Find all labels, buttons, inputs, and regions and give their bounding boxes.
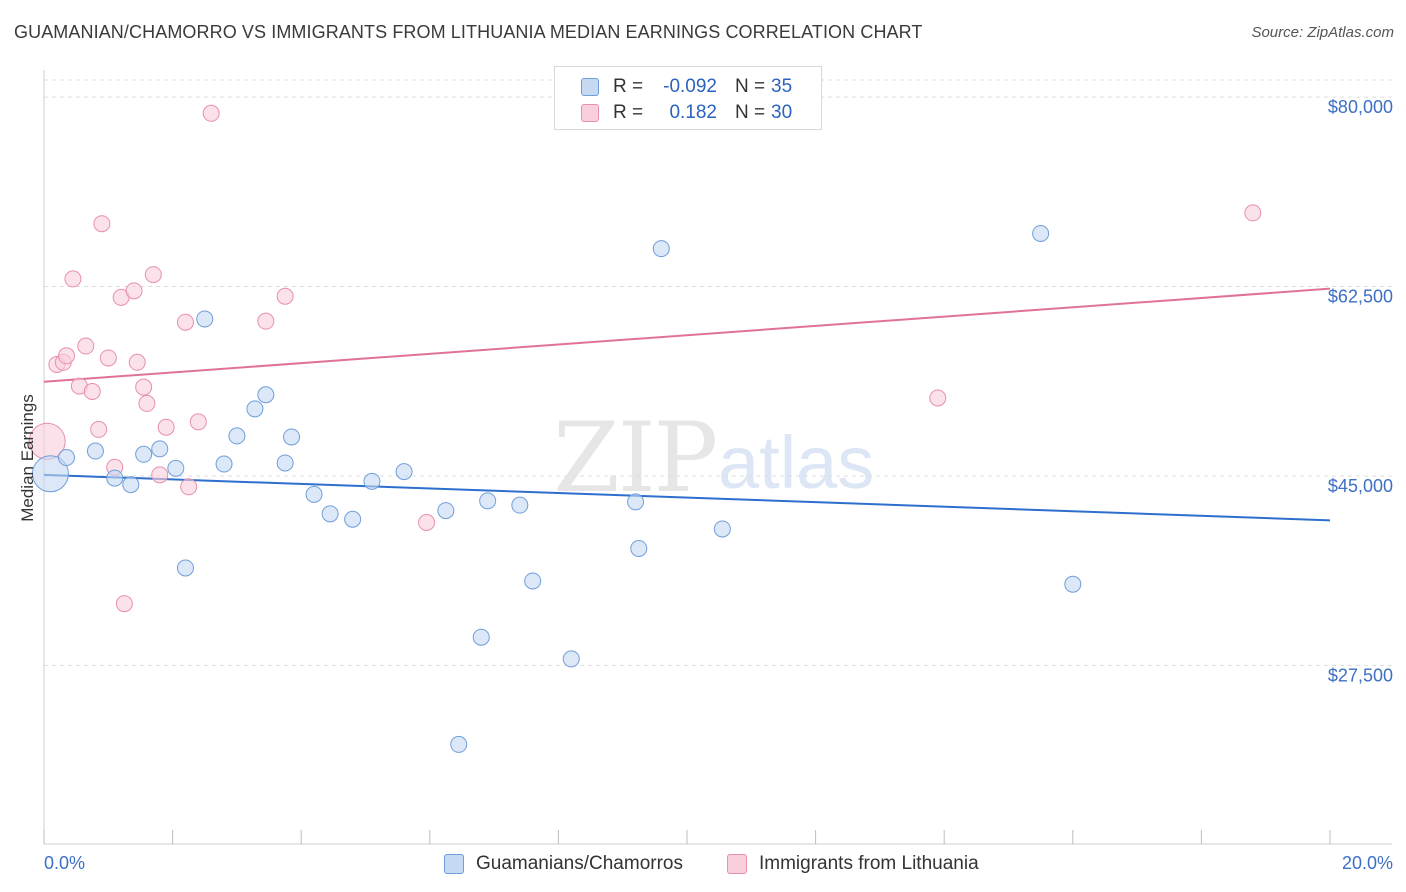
point-pink[interactable] [418, 513, 436, 531]
point-pink[interactable] [93, 215, 111, 233]
point-blue[interactable] [151, 440, 169, 458]
point-pink[interactable] [180, 478, 198, 496]
chart-title: GUAMANIAN/CHAMORRO VS IMMIGRANTS FROM LI… [14, 22, 923, 42]
point-blue[interactable] [283, 428, 301, 446]
point-blue[interactable] [228, 427, 246, 445]
point-blue[interactable] [58, 449, 76, 467]
gridlines [44, 79, 1392, 666]
trend-line-blue [43, 473, 1331, 522]
point-blue[interactable] [472, 628, 490, 646]
legend-swatch-pink [581, 104, 599, 122]
point-blue[interactable] [1032, 224, 1050, 242]
point-pink[interactable] [99, 349, 117, 367]
legend-label-blue: Guamanians/Chamorros [476, 853, 683, 874]
point-pink[interactable] [125, 282, 143, 300]
point-pink[interactable] [58, 347, 76, 365]
legend-n-value: 30 [771, 102, 793, 123]
point-pink[interactable] [115, 595, 133, 613]
point-blue[interactable] [86, 442, 104, 460]
point-blue[interactable] [450, 735, 468, 753]
legend-row-pink: R = 0.182 N = 30 [555, 101, 821, 127]
point-blue[interactable] [652, 240, 670, 258]
point-blue[interactable] [305, 485, 323, 503]
point-blue[interactable] [106, 469, 124, 487]
point-blue[interactable] [713, 520, 731, 538]
x-tick-label-min: 0.0% [44, 853, 85, 873]
legend-swatch-blue [581, 78, 599, 96]
trend-lines [43, 287, 1331, 522]
point-blue[interactable] [276, 454, 294, 472]
point-pink[interactable] [77, 337, 95, 355]
point-blue[interactable] [167, 459, 185, 477]
point-blue[interactable] [31, 455, 69, 493]
point-pink[interactable] [90, 420, 108, 438]
point-pink[interactable] [64, 270, 82, 288]
watermark-atlas: atlas [718, 421, 875, 504]
legend-r-label: R = [613, 102, 644, 123]
point-pink[interactable] [138, 394, 156, 412]
y-tick-label: $80,000 [1328, 97, 1393, 117]
point-pink[interactable] [189, 413, 207, 431]
point-blue[interactable] [479, 492, 497, 510]
point-pink[interactable] [1244, 204, 1262, 222]
point-pink[interactable] [151, 466, 169, 484]
legend-swatch-blue [444, 854, 464, 874]
legend-label-pink: Immigrants from Lithuania [759, 853, 979, 874]
point-pink[interactable] [176, 313, 194, 331]
point-blue[interactable] [437, 502, 455, 520]
legend-n-label: N = [735, 76, 766, 97]
trend-line-pink [43, 287, 1331, 383]
point-blue[interactable] [630, 539, 648, 557]
y-axis-title: Median Earnings [18, 394, 37, 522]
point-blue[interactable] [196, 310, 214, 328]
point-blue[interactable] [215, 455, 233, 473]
point-blue[interactable] [344, 510, 362, 528]
x-tick-label-max: 20.0% [1342, 853, 1393, 873]
point-blue[interactable] [562, 650, 580, 668]
point-blue[interactable] [363, 472, 381, 490]
point-pink[interactable] [157, 418, 175, 436]
legend-r-value: 0.182 [669, 102, 717, 123]
point-pink[interactable] [83, 383, 101, 401]
point-pink[interactable] [128, 353, 146, 371]
legend-n-label: N = [735, 102, 766, 123]
point-pink[interactable] [929, 389, 947, 407]
source-label: Source: ZipAtlas.com [1251, 24, 1394, 41]
point-pink[interactable] [202, 104, 220, 122]
point-blue[interactable] [627, 493, 645, 511]
point-blue[interactable] [122, 476, 140, 494]
legend-n-value: 35 [771, 76, 793, 97]
point-pink[interactable] [144, 266, 162, 284]
legend-r-label: R = [613, 76, 644, 97]
point-blue[interactable] [246, 400, 264, 418]
legend-row-blue: R = -0.092 N = 35 [555, 75, 821, 101]
point-blue[interactable] [511, 496, 529, 514]
point-blue[interactable] [321, 505, 339, 523]
point-blue[interactable] [524, 572, 542, 590]
legend-r-value: -0.092 [663, 76, 717, 97]
x-ticks [43, 830, 1331, 844]
point-pink[interactable] [257, 312, 275, 330]
legend-swatch-pink [727, 854, 747, 874]
axes [43, 70, 1392, 845]
point-blue[interactable] [176, 559, 194, 577]
point-blue[interactable] [395, 463, 413, 481]
point-pink[interactable] [276, 287, 294, 305]
y-tick-label: $27,500 [1328, 665, 1393, 685]
point-blue[interactable] [257, 386, 275, 404]
correlation-legend: R = -0.092 N = 35 R = 0.182 N = 30 [554, 66, 822, 130]
data-points [28, 104, 1262, 753]
y-tick-label: $45,000 [1328, 476, 1393, 496]
point-pink[interactable] [135, 378, 153, 396]
point-blue[interactable] [1064, 575, 1082, 593]
point-blue[interactable] [135, 445, 153, 463]
y-tick-labels: $27,500 $45,000 $62,500 $80,000 [1328, 97, 1393, 685]
y-tick-label: $62,500 [1328, 287, 1393, 307]
